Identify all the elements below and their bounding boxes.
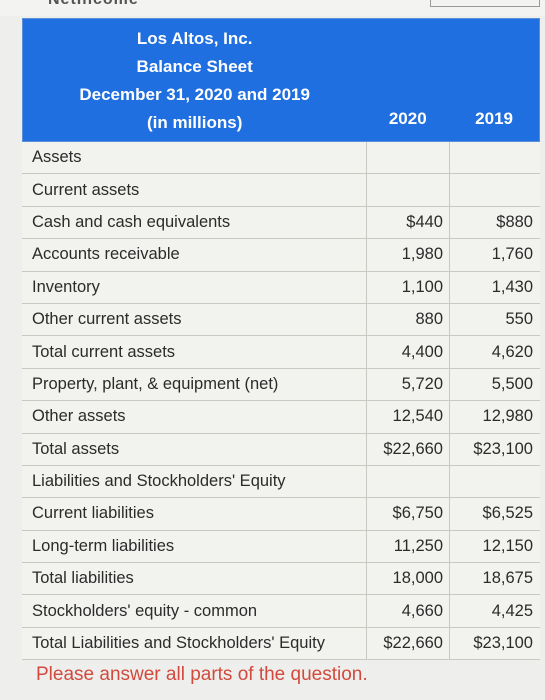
value-2020: $22,660 <box>366 627 449 660</box>
value-2020: $22,660 <box>366 433 449 465</box>
row-label: Liabilities and Stockholders' Equity <box>32 472 286 491</box>
value-2020: 4,660 <box>366 595 449 627</box>
company-name: Los Altos, Inc. <box>136 29 253 48</box>
value-2020: 1,980 <box>366 239 449 271</box>
table-body: Assets Current assets Cash and cash equiva… <box>22 142 540 661</box>
row-label: Total Liabilities and Stockholders' Equi… <box>32 634 325 653</box>
row-label: Current assets <box>32 180 140 199</box>
table-row: Assets <box>22 142 540 175</box>
value-2019: 1,430 <box>449 271 539 303</box>
value-2019 <box>449 174 539 206</box>
fragment-input-box <box>430 0 540 7</box>
previous-section-fragment: NetIncome <box>0 0 545 16</box>
value-2019 <box>449 142 539 174</box>
value-2019: $6,525 <box>449 498 539 530</box>
table-row: Property, plant, & equipment (net) 5,720 5… <box>22 368 540 402</box>
table-row: Current liabilities $6,750 $6,525 <box>22 498 540 531</box>
value-2020: 18,000 <box>366 563 449 595</box>
value-2020 <box>366 174 449 206</box>
row-label: Total assets <box>32 439 120 458</box>
row-label: Total current assets <box>32 342 176 361</box>
value-2019: 5,500 <box>449 368 539 401</box>
statement-name: Balance Sheet <box>136 57 253 76</box>
instruction-text: Please answer all parts of the question. <box>36 664 368 685</box>
table-row: Long-term liabilities 11,250 12,150 <box>22 530 540 564</box>
table-row: Total Liabilities and Stockholders' Equi… <box>22 627 540 661</box>
table-row: Inventory 1,100 1,430 <box>22 271 540 304</box>
table-header: Los Altos, Inc. Balance Sheet December 3… <box>22 18 540 142</box>
row-label: Other current assets <box>32 310 182 329</box>
statement-dates: December 31, 2020 and 2019 <box>79 85 310 104</box>
column-header-2019: 2019 <box>475 109 513 128</box>
row-label: Inventory <box>32 277 100 296</box>
statement-units: (in millions) <box>146 113 243 132</box>
row-label: Property, plant, & equipment (net) <box>32 374 279 393</box>
row-label: Other assets <box>32 407 126 426</box>
value-2020: 12,540 <box>366 401 449 433</box>
balance-sheet-table: Los Altos, Inc. Balance Sheet December 3… <box>22 18 540 661</box>
value-2019: $23,100 <box>449 433 539 465</box>
table-row: Accounts receivable 1,980 1,760 <box>22 239 540 272</box>
table-row: Total current assets 4,400 4,620 <box>22 336 540 369</box>
table-row: Current assets <box>22 174 540 207</box>
table-row: Liabilities and Stockholders' Equity <box>22 465 540 499</box>
value-2020: 11,250 <box>366 530 449 563</box>
table-row: Total liabilities 18,000 18,675 <box>22 563 540 596</box>
value-2020: 880 <box>366 303 449 336</box>
value-2019: 12,980 <box>449 401 539 433</box>
value-2020: 1,100 <box>366 271 449 303</box>
value-2020: 4,400 <box>366 336 449 368</box>
column-header-2020: 2020 <box>388 109 427 128</box>
value-2019: 4,425 <box>449 595 539 627</box>
value-2019: $880 <box>449 206 539 239</box>
value-2019: 18,675 <box>449 563 539 595</box>
table-row: Total assets $22,660 $23,100 <box>22 433 540 466</box>
value-2020 <box>366 465 449 498</box>
table-row: Stockholders' equity - common 4,660 4,425 <box>22 595 540 628</box>
row-label: Long-term liabilities <box>32 536 175 555</box>
value-2020: $440 <box>366 206 449 239</box>
table-row: Other current assets 880 550 <box>22 303 540 337</box>
value-2019: 550 <box>449 303 539 336</box>
table-row: Cash and cash equivalents $440 $880 <box>22 206 540 240</box>
value-2019 <box>449 465 539 498</box>
value-2019: $23,100 <box>449 627 539 660</box>
header-title-block: Los Altos, Inc. Balance Sheet December 3… <box>23 19 366 141</box>
row-label: Accounts receivable <box>32 245 180 264</box>
row-label: Total liabilities <box>32 569 134 588</box>
table-row: Other assets 12,540 12,980 <box>22 401 540 434</box>
value-2020: 5,720 <box>366 368 449 401</box>
row-label: Cash and cash equivalents <box>32 212 231 231</box>
fragment-text: NetIncome <box>48 0 139 9</box>
value-2019: 1,760 <box>449 239 539 271</box>
value-2019: 4,620 <box>449 336 539 368</box>
row-label: Assets <box>32 148 82 167</box>
row-label: Stockholders' equity - common <box>32 601 258 620</box>
value-2019: 12,150 <box>449 530 539 563</box>
row-label: Current liabilities <box>32 504 154 523</box>
value-2020: $6,750 <box>366 498 449 530</box>
value-2020 <box>366 142 449 174</box>
